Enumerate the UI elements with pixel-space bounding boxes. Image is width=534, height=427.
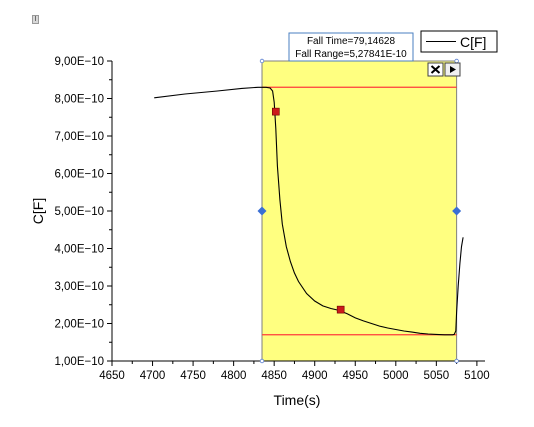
play-arrow-icon[interactable]	[450, 66, 456, 73]
x-tick-label: 5000	[383, 370, 409, 382]
y-tick-label: 7,00E−10	[54, 131, 104, 143]
x-tick-label: 4900	[302, 370, 328, 382]
legend-frame	[420, 30, 498, 53]
selection-region	[261, 60, 458, 362]
close-button[interactable]	[427, 62, 444, 77]
fall-end-marker	[336, 305, 345, 314]
x-tick-label: 4750	[180, 370, 206, 382]
y-tick-label: 9,00E−10	[54, 56, 104, 68]
legend-entry-cf: C[F]	[460, 34, 486, 50]
region-corner-handle[interactable]	[259, 58, 265, 64]
fall-info-frame	[288, 32, 414, 62]
markers-layer	[271, 107, 345, 314]
fall-start-marker	[271, 107, 280, 116]
y-tick-label: 8,00E−10	[54, 94, 104, 106]
region-corner-handle[interactable]	[454, 358, 459, 364]
x-tick-label: 4950	[342, 370, 368, 382]
y-tick-label: 6,00E−10	[54, 169, 104, 181]
level-lines-layer	[262, 86, 457, 336]
fall-time-label: Fall Time=79,14628	[307, 36, 396, 47]
region-handles-layer[interactable]	[257, 58, 462, 364]
region-corner-handle[interactable]	[454, 58, 459, 64]
right-region-handle[interactable]	[452, 206, 462, 216]
axes-layer: 4650 4700 4750 4800 4850 4900 4950 5000 5050 5100…	[54, 56, 489, 382]
region-corner-handle[interactable]	[259, 358, 265, 364]
x-tick-label: 4800	[221, 370, 247, 382]
close-icon[interactable]	[430, 65, 441, 74]
y-axis-title: C[F]	[30, 198, 46, 224]
y-tick-label: 4,00E−10	[54, 244, 104, 256]
left-region-handle[interactable]	[257, 206, 267, 216]
fall-info-box: Fall Time=79,14628 Fall Range=5,27841E-1…	[288, 32, 414, 62]
y-tick-label: 3,00E−10	[54, 281, 104, 293]
x-tick-label: 4700	[140, 370, 166, 382]
selection-region-layer	[261, 60, 458, 362]
x-tick-label: 4850	[261, 370, 287, 382]
x-tick-label: 4650	[99, 370, 125, 382]
x-axis-title: Time(s)	[274, 392, 321, 408]
x-tick-label: 5050	[424, 370, 450, 382]
x-tick-label: 5100	[464, 370, 490, 382]
plot-corner-marker: I	[32, 15, 39, 24]
fall-range-label: Fall Range=5,27841E-10	[295, 49, 407, 60]
y-tick-label: 2,00E−10	[54, 319, 104, 331]
y-tick-label: 1,00E−10	[54, 356, 104, 368]
expand-menu-button[interactable]	[444, 62, 461, 77]
y-tick-label: 5,00E−10	[54, 206, 104, 218]
legend: C[F]	[420, 30, 498, 53]
